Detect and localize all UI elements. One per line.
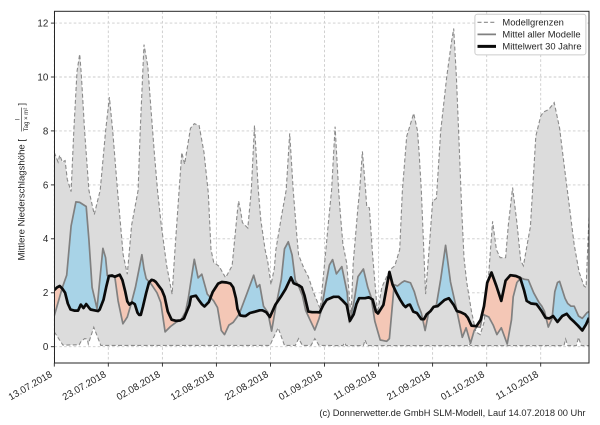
- svg-text:10: 10: [37, 72, 48, 83]
- svg-text:0: 0: [43, 342, 49, 353]
- svg-text:2: 2: [43, 288, 48, 299]
- svg-text:Tag × m²: Tag × m²: [24, 108, 30, 132]
- svg-text:(c) Donnerwetter.de GmbH SLM-M: (c) Donnerwetter.de GmbH SLM-Modell, Lau…: [319, 408, 585, 418]
- svg-text:12: 12: [37, 19, 48, 30]
- svg-text:l: l: [16, 119, 22, 120]
- svg-text:]: ]: [17, 103, 27, 106]
- svg-text:Mittel aller Modelle: Mittel aller Modelle: [502, 29, 580, 40]
- svg-text:6: 6: [43, 180, 49, 191]
- svg-text:Mittlere Niederschlagshöhe [: Mittlere Niederschlagshöhe [: [17, 139, 28, 261]
- svg-text:8: 8: [43, 126, 49, 137]
- svg-text:4: 4: [43, 234, 49, 245]
- svg-text:Modellgrenzen: Modellgrenzen: [502, 17, 564, 28]
- svg-text:Mittelwert 30 Jahre: Mittelwert 30 Jahre: [502, 41, 581, 52]
